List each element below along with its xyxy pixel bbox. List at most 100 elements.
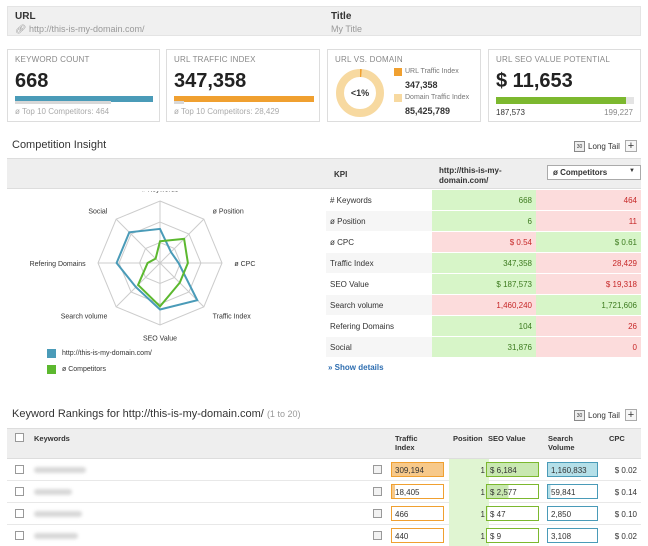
long-tail-label: Long Tail: [588, 411, 620, 420]
seo-value-card: URL SEO Value Potential $ 11,653 187,573…: [488, 49, 641, 122]
legend-item-domain: http://this-is-my-domain.com/: [47, 349, 152, 358]
kpi-name: Social: [330, 343, 352, 352]
radar-axis-label: Search volume: [61, 314, 108, 321]
card-title: Keyword Count: [15, 55, 90, 64]
seo-value-header[interactable]: SEO Value: [488, 434, 526, 443]
radar-axis-label: ø CPC: [234, 261, 255, 268]
rankings-add-button[interactable]: +: [625, 409, 637, 421]
kpi-domain-value: 668: [432, 190, 536, 210]
row-checkbox[interactable]: [15, 509, 24, 518]
search-volume-cell: 1,160,833: [547, 462, 598, 477]
legend-item-competitors: ø Competitors: [47, 365, 106, 374]
url-swatch: [394, 68, 402, 76]
keyword-redacted[interactable]: [34, 511, 82, 517]
kpi-competitor-value: 1,721,606: [536, 295, 641, 315]
competitor-select[interactable]: ø Competitors ▼: [547, 165, 641, 180]
kpi-competitor-value: 464: [536, 190, 641, 210]
kpi-competitor-value: 28,429: [536, 253, 641, 273]
domain-traffic-label: Domain Traffic Index: [405, 94, 470, 101]
search-volume-cell: 3,108: [547, 528, 598, 543]
competition-insight-title: Competition Insight: [12, 139, 107, 151]
radar-axis-label: # Keywords: [142, 191, 179, 194]
serp-icon[interactable]: [373, 531, 382, 540]
table-row: 18,405 1 $ 2,577 59,841 $ 0.14: [7, 481, 641, 503]
row-checkbox[interactable]: [15, 531, 24, 540]
position-band: [449, 525, 489, 546]
keyword-redacted[interactable]: [34, 467, 86, 473]
cpc-header[interactable]: CPC: [609, 434, 625, 443]
traffic-cell: 18,405: [391, 484, 444, 499]
position-value: 1: [480, 466, 485, 475]
position-band: [449, 503, 489, 525]
traffic-index-card: URL Traffic Index 347,358 ø Top 10 Compe…: [166, 49, 320, 122]
url-traffic-value: 347,358: [405, 80, 438, 90]
kpi-row: Refering Domains 104 26: [326, 316, 641, 337]
competition-table-header: KPI http://this-is-my-domain.com/ ø Comp…: [7, 158, 641, 189]
long-tail-icon: 30: [574, 410, 585, 421]
keyword-count-bar: [15, 96, 153, 102]
keyword-count-sub: ø Top 10 Competitors: 464: [15, 107, 110, 116]
url-vs-domain-donut: [336, 69, 384, 117]
radar-axis-label: SEO Value: [143, 335, 177, 341]
domain-traffic-value: 85,425,789: [405, 106, 451, 116]
keywords-header[interactable]: Keywords: [34, 434, 70, 443]
traffic-index-sub: ø Top 10 Competitors: 28,429: [174, 107, 280, 116]
legend-label-domain: http://this-is-my-domain.com/: [62, 350, 152, 357]
traffic-value: 440: [395, 532, 409, 541]
serp-icon[interactable]: [373, 509, 382, 518]
long-tail-button[interactable]: 30 Long Tail: [574, 141, 620, 152]
keyword-count-card: Keyword Count 668 ø Top 10 Competitors: …: [7, 49, 160, 122]
keyword-redacted[interactable]: [34, 533, 78, 539]
seo-cell-value: $ 47: [490, 510, 506, 519]
kpi-domain-value: 31,876: [432, 337, 536, 357]
long-tail-icon: 30: [574, 141, 585, 152]
kpi-name: # Keywords: [330, 196, 372, 205]
position-band: [449, 481, 489, 503]
legend-swatch-competitors: [47, 365, 56, 374]
position-header[interactable]: Position: [453, 434, 483, 443]
row-checkbox[interactable]: [15, 487, 24, 496]
link-icon: 🔗︎: [15, 24, 29, 34]
keyword-count-bar-competitors: [15, 101, 111, 104]
rankings-long-tail-button[interactable]: 30 Long Tail: [574, 410, 620, 421]
show-details-link[interactable]: » Show details: [328, 363, 384, 372]
radar-axis: [115, 218, 161, 264]
traffic-index-bar: [174, 96, 314, 102]
seo-cell-value: $ 2,577: [490, 488, 517, 497]
kpi-name: ø Position: [330, 217, 366, 226]
kpi-name: SEO Value: [330, 280, 369, 289]
seo-left-value: 187,573: [496, 108, 525, 117]
serp-icon[interactable]: [373, 465, 382, 474]
traffic-cell: 466: [391, 506, 444, 521]
donut-percent: <1%: [350, 88, 370, 98]
traffic-header[interactable]: Traffic Index: [395, 434, 418, 452]
seo-cell-value: $ 9: [490, 532, 502, 541]
traffic-index-value: 347,358: [174, 70, 247, 92]
kpi-name: Refering Domains: [330, 322, 395, 331]
url-text: http://this-is-my-domain.com/: [28, 24, 145, 34]
seo-value: $ 11,653: [496, 70, 573, 92]
kpi-competitor-value: $ 19,318: [536, 274, 641, 294]
row-checkbox[interactable]: [15, 465, 24, 474]
radar-series-domain: [115, 227, 199, 311]
kpi-name: Traffic Index: [330, 259, 374, 268]
seo-right-value: 199,227: [604, 108, 633, 117]
card-title: URL vs. Domain: [335, 55, 403, 64]
position-band: [449, 459, 489, 481]
seo-cell: $ 47: [486, 506, 539, 521]
keyword-redacted[interactable]: [34, 489, 72, 495]
cpc-value: $ 0.02: [614, 532, 637, 541]
position-value: 1: [480, 510, 485, 519]
legend-label-competitors: ø Competitors: [62, 366, 106, 373]
traffic-value: 18,405: [395, 488, 420, 497]
add-button[interactable]: +: [625, 140, 637, 152]
serp-icon[interactable]: [373, 487, 382, 496]
search-volume-header[interactable]: Search Volume: [548, 434, 575, 452]
legend-swatch-domain: [47, 349, 56, 358]
select-all-checkbox[interactable]: [15, 433, 24, 442]
seo-value-bar: [496, 97, 626, 104]
long-tail-label: Long Tail: [588, 142, 620, 151]
card-title: URL SEO Value Potential: [496, 55, 610, 64]
kpi-row: SEO Value $ 187,573 $ 19,318: [326, 274, 641, 295]
cpc-value: $ 0.02: [614, 466, 637, 475]
